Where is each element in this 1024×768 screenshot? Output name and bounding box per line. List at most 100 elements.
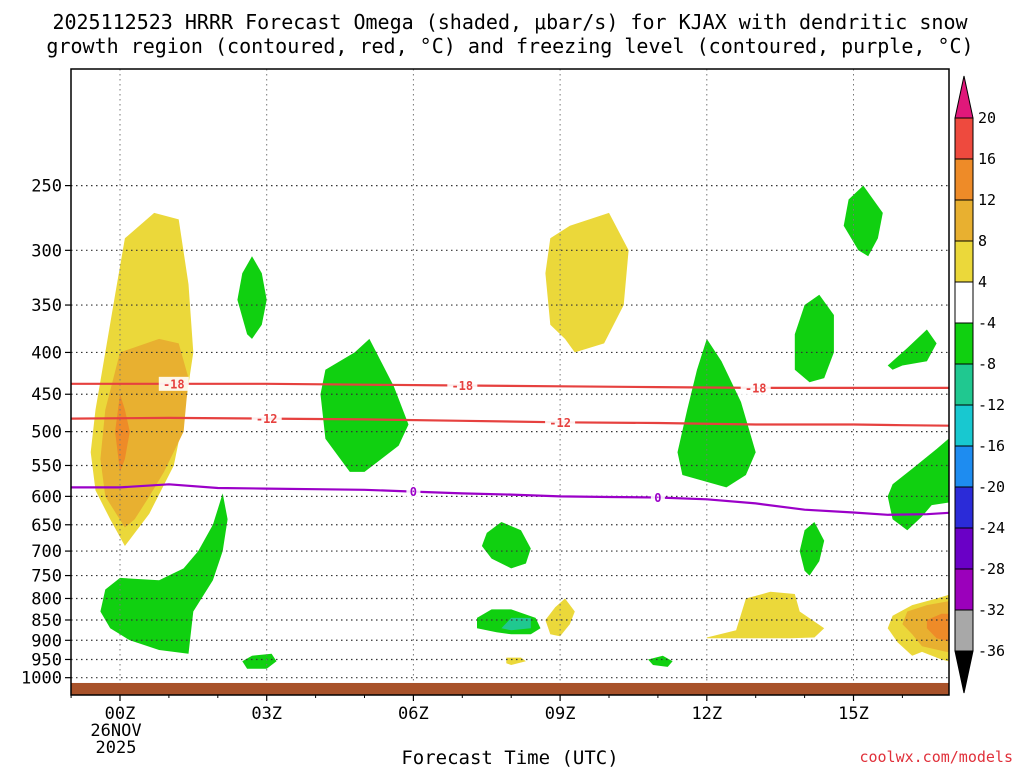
y-tick-label-300: 300: [31, 241, 62, 261]
x-tick-label-00Z: 00Z: [105, 704, 136, 724]
omega-region-4: [545, 212, 629, 353]
omega-region-7: [706, 591, 825, 639]
omega-region-10: [926, 613, 949, 642]
colorbar-label-5: 4: [978, 273, 987, 291]
omega-region-18: [159, 622, 179, 637]
plot-frame: [70, 68, 950, 696]
y-tick-label-600: 600: [31, 487, 62, 507]
contour-label-2-1: -12: [256, 412, 278, 426]
x-tick-date-line: 26NOV: [90, 721, 141, 741]
colorbar-label-13: -32: [978, 601, 1005, 619]
y-axis: 2503003504004505005506006507007508008509…: [21, 177, 71, 689]
chart-title-line-1: 2025112523 HRRR Forecast Omega (shaded, …: [52, 10, 968, 34]
colorbar-box-10: [954, 486, 974, 529]
y-tick-label-1000: 1000: [21, 669, 62, 689]
contour-label-bg: [251, 411, 282, 426]
plot-area: [71, 69, 949, 695]
x-tick-label-06Z: 06Z: [398, 704, 429, 724]
colorbar-bottom-arrow: [954, 650, 974, 694]
omega-region-3: [115, 394, 130, 472]
omega-region-22: [799, 522, 825, 576]
colorbar-label-10: -20: [978, 478, 1005, 496]
contour-line-1: [71, 382, 949, 389]
colorbar-box-6: [954, 322, 974, 365]
colorbar-label-11: -24: [978, 519, 1005, 537]
y-tick-label-700: 700: [31, 542, 62, 562]
y-tick-label-500: 500: [31, 423, 62, 443]
gridlines: [71, 69, 949, 695]
contour-label-2-2: -12: [549, 416, 571, 430]
contour-label-bg: [406, 484, 421, 499]
colorbar-box-5: [954, 281, 974, 324]
colorbar-box-9: [954, 445, 974, 488]
colorbar: 20 16 12 8 4 -4 -8 -12 -16 -20 -24 -28 -32 -36: [954, 75, 1005, 694]
omega-region-14: [242, 653, 277, 669]
contour-line-3: [71, 483, 949, 516]
omega-region-19: [648, 655, 673, 667]
x-tick-label-03Z: 03Z: [251, 704, 282, 724]
colorbar-label-2: 16: [978, 150, 996, 168]
y-tick-label-950: 950: [31, 650, 62, 670]
colorbar-label-14: -36: [978, 642, 1005, 660]
y-tick-label-450: 450: [31, 385, 62, 405]
y-tick-label-550: 550: [31, 456, 62, 476]
y-tick-label-250: 250: [31, 177, 62, 197]
omega-region-21: [794, 294, 834, 383]
x-tick-label-09Z: 09Z: [545, 704, 576, 724]
omega-region-24: [887, 329, 937, 370]
contour-label-3-1: 0: [410, 485, 417, 499]
x-axis-title: Forecast Time (UTC): [401, 747, 618, 768]
colorbar-box-11: [954, 527, 974, 570]
omega-region-13: [100, 493, 228, 654]
contour-label-3-2: 0: [654, 491, 661, 505]
colorbar-label-4: 8: [978, 232, 987, 250]
contour-label-bg: [447, 378, 478, 393]
terrain-fill: [71, 682, 949, 695]
colorbar-box-4: [954, 240, 974, 283]
y-tick-label-650: 650: [31, 516, 62, 536]
y-tick-label-800: 800: [31, 589, 62, 609]
contour-label-1-3: -18: [745, 381, 767, 395]
colorbar-box-8: [954, 404, 974, 447]
credit-text: coolwx.com/models: [859, 748, 1013, 766]
x-tick-label-15Z: 15Z: [838, 704, 869, 724]
y-tick-label-900: 900: [31, 631, 62, 651]
omega-region-17: [501, 617, 531, 631]
omega-region-20: [677, 338, 756, 488]
contour-label-1-1: -18: [163, 377, 185, 391]
colorbar-box-2: [954, 158, 974, 201]
chart-title-line-2: growth region (contoured, red, °C) and f…: [46, 34, 973, 58]
y-tick-label-750: 750: [31, 567, 62, 587]
colorbar-box-12: [954, 568, 974, 611]
omega-region-9: [902, 601, 949, 653]
colorbar-box-3: [954, 199, 974, 242]
contour-label-bg: [650, 490, 665, 505]
omega-region-5: [545, 598, 575, 637]
contour-label-bg: [545, 415, 576, 430]
colorbar-box-1: [954, 117, 974, 160]
y-tick-label-850: 850: [31, 611, 62, 631]
colorbar-label-8: -12: [978, 396, 1005, 414]
omega-region-15: [481, 522, 531, 569]
omega-shading: [90, 185, 949, 669]
colorbar-top-arrow: [954, 75, 974, 119]
colorbar-label-1: 20: [978, 109, 996, 127]
omega-region-25: [887, 438, 949, 531]
omega-region-23: [843, 185, 883, 257]
omega-region-11: [237, 256, 267, 339]
colorbar-label-3: 12: [978, 191, 996, 209]
contours: -18 -18 -18 -12 -12 0 0: [71, 376, 949, 516]
x-tick-label-12Z: 12Z: [691, 704, 722, 724]
colorbar-label-6: -4: [978, 314, 996, 332]
terrain: [71, 682, 949, 695]
colorbar-label-12: -28: [978, 560, 1005, 578]
contour-label-bg: [158, 376, 189, 391]
x-tick-year-line: 2025: [96, 738, 137, 758]
contour-label-bg: [740, 380, 771, 395]
colorbar-label-7: -8: [978, 355, 996, 373]
colorbar-box-7: [954, 363, 974, 406]
colorbar-label-9: -16: [978, 437, 1005, 455]
y-tick-label-400: 400: [31, 343, 62, 363]
